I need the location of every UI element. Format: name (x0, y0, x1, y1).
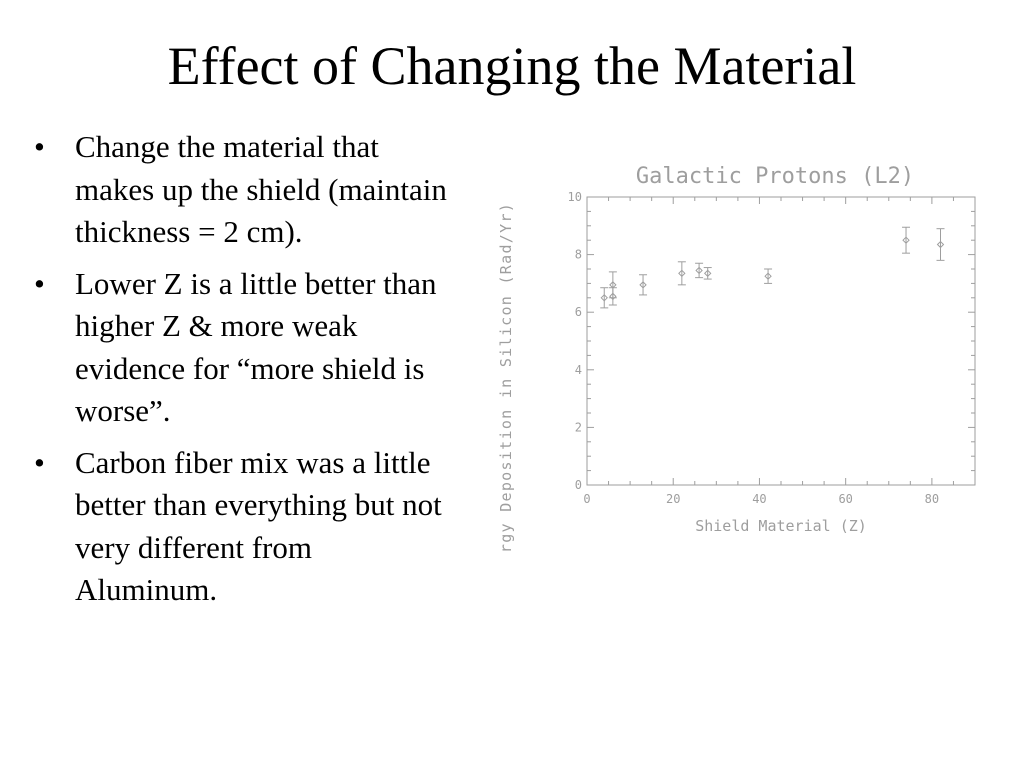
x-tick-label: 0 (583, 492, 590, 506)
data-point (764, 272, 772, 280)
x-tick-label: 60 (838, 492, 852, 506)
data-point (695, 266, 703, 275)
data-point (936, 240, 945, 249)
x-tick-label: 80 (925, 492, 939, 506)
x-tick-label: 40 (752, 492, 766, 506)
plot-frame (586, 196, 976, 486)
data-point (639, 281, 647, 289)
chart-svg: Galactic Protons (L2) Shield Material (Z… (497, 164, 976, 555)
data-point (609, 281, 617, 289)
bullet-icon: • (34, 444, 45, 480)
x-tick-label: 20 (666, 492, 680, 506)
data-point (704, 269, 712, 278)
bullet-icon: • (34, 265, 45, 301)
bullet-icon: • (34, 129, 45, 164)
y-tick-label: 10 (568, 190, 582, 204)
bullet-item: • Lower Z is a little better than higher… (30, 263, 450, 433)
bullet-text: Change the material that makes up the sh… (75, 129, 447, 249)
bullet-text: Lower Z is a little better than higher Z… (75, 265, 437, 429)
y-axis-label: Energy Deposition in Silicon (Rad/Yr) (497, 202, 515, 555)
x-axis-label: Shield Material (Z) (695, 517, 867, 535)
bullet-list: • Change the material that makes up the … (30, 126, 450, 621)
data-point (678, 269, 686, 278)
data-point (609, 292, 617, 301)
data-point (600, 294, 608, 302)
y-tick-label: 8 (575, 248, 582, 262)
bullet-item: • Carbon fiber mix was a little better t… (30, 442, 450, 612)
data-point (902, 236, 910, 244)
chart: Galactic Protons (L2) Shield Material (Z… (480, 135, 990, 555)
y-tick-label: 2 (575, 420, 582, 434)
bullet-item: • Change the material that makes up the … (30, 126, 450, 254)
bullet-text: Carbon fiber mix was a little better tha… (75, 444, 442, 608)
chart-title: Galactic Protons (L2) (636, 164, 914, 189)
y-tick-label: 6 (575, 305, 582, 319)
y-tick-label: 4 (575, 363, 582, 377)
slide-title: Effect of Changing the Material (167, 36, 857, 96)
y-tick-label: 0 (575, 478, 582, 492)
